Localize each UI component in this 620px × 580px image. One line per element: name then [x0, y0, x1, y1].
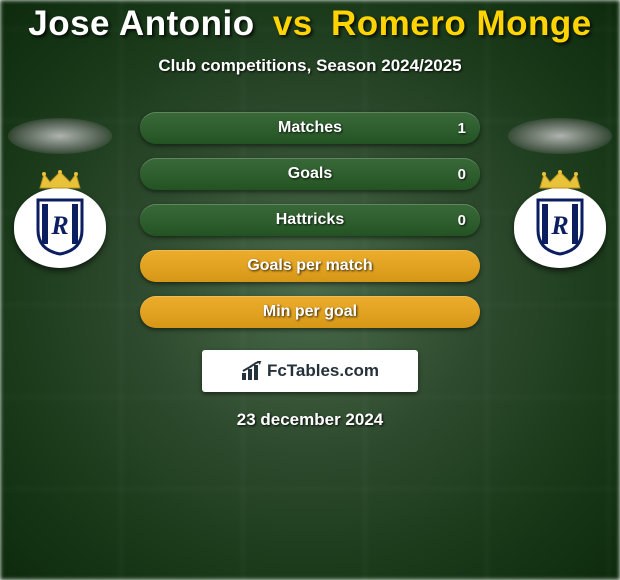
stat-label: Goals	[288, 165, 332, 183]
stat-row: Goals 0	[140, 158, 480, 190]
page-title: Jose Antonio vs Romero Monge	[28, 4, 592, 44]
title-vs: vs	[273, 4, 313, 43]
stat-row: Hattricks 0	[140, 204, 480, 236]
stat-value-right: 0	[458, 166, 466, 183]
subtitle: Club competitions, Season 2024/2025	[158, 56, 461, 76]
stat-label: Goals per match	[247, 257, 372, 275]
stat-label: Min per goal	[263, 303, 357, 321]
stat-label: Hattricks	[276, 211, 344, 229]
stat-value-right: 0	[458, 212, 466, 229]
date-text: 23 december 2024	[237, 410, 384, 430]
brand-text: FcTables.com	[267, 361, 379, 381]
brand-box: FcTables.com	[202, 350, 418, 392]
stat-row: Goals per match	[140, 250, 480, 282]
stat-row: Matches 1	[140, 112, 480, 144]
stat-value-right: 1	[458, 120, 466, 137]
bars-trend-icon	[241, 361, 263, 381]
title-player2: Romero Monge	[331, 4, 592, 43]
title-player1: Jose Antonio	[28, 4, 254, 43]
stat-label: Matches	[278, 119, 342, 137]
stat-row: Min per goal	[140, 296, 480, 328]
stat-rows: Matches 1 Goals 0 Hattricks 0 Goals per match M…	[140, 112, 480, 328]
content-wrap: Jose Antonio vs Romero Monge Club compet…	[0, 0, 620, 580]
